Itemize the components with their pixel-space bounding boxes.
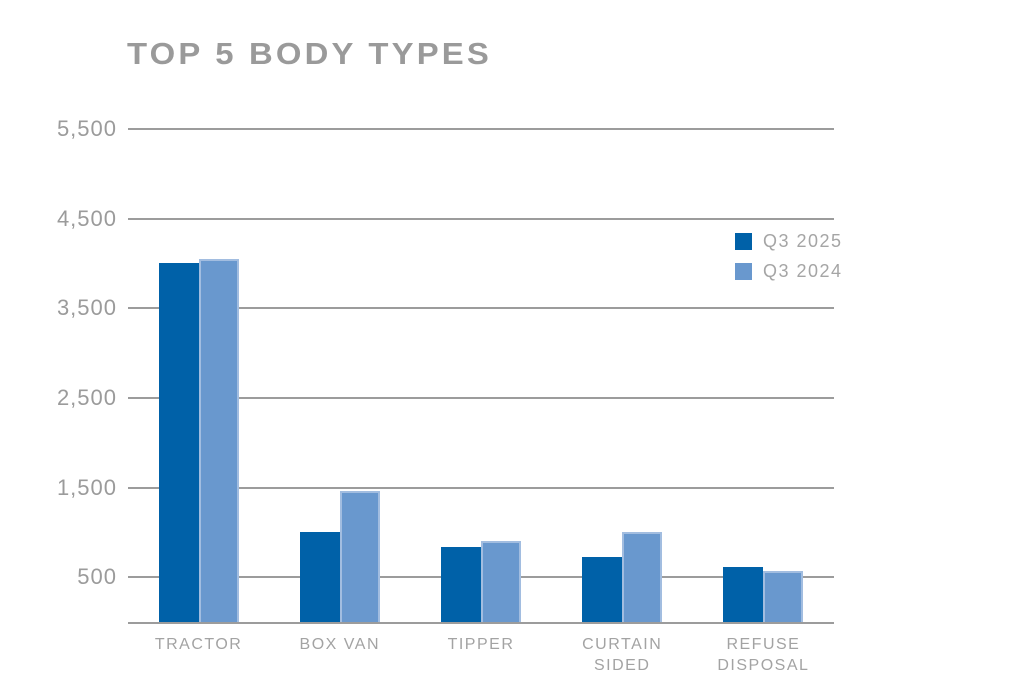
bar-q3-2025-box-van xyxy=(299,532,340,622)
bar-q3-2024-tipper xyxy=(481,541,521,622)
legend-row: Q3 2024 xyxy=(735,260,843,281)
y-tick-label: 3,500 xyxy=(56,295,117,321)
legend-swatch-icon xyxy=(735,232,752,250)
bar-q3-2025-tipper xyxy=(441,546,481,622)
plot-area xyxy=(128,128,834,624)
gridline xyxy=(128,128,834,130)
x-category-label: CURTAIN SIDED xyxy=(552,634,693,676)
x-category-label-line: BOX VAN xyxy=(299,636,380,653)
bar-q3-2024-refuse-disposal xyxy=(763,570,804,622)
gridline xyxy=(128,217,834,220)
y-tick-label: 500 xyxy=(77,564,117,590)
legend-row: Q3 2025 xyxy=(735,230,843,251)
x-axis-category-labels: TRACTOR BOX VAN TIPPER CURTAIN SIDED REFUSE DI… xyxy=(128,634,834,682)
x-category-label: REFUSE DISPOSAL xyxy=(693,634,834,676)
chart-title: TOP 5 BODY TYPES xyxy=(127,36,493,71)
y-tick-label: 2,500 xyxy=(56,384,117,410)
bar-q3-2024-curtain-sided xyxy=(622,532,663,622)
y-axis-tick-labels: 500 1,500 2,500 3,500 4,500 5,500 xyxy=(0,0,117,684)
legend-swatch-icon xyxy=(735,262,752,280)
gridline xyxy=(128,396,834,399)
x-category-label-line: REFUSE xyxy=(726,636,801,653)
bar-q3-2025-curtain-sided xyxy=(582,557,623,622)
x-category-label: TRACTOR xyxy=(128,634,269,655)
bar-q3-2024-tractor xyxy=(198,258,239,622)
bar-q3-2024-box-van xyxy=(339,491,380,622)
x-category-label-line: SIDED xyxy=(593,657,651,674)
legend-label: Q3 2024 xyxy=(763,260,843,281)
legend: Q3 2025 Q3 2024 xyxy=(735,230,843,292)
x-category-label: BOX VAN xyxy=(269,634,410,655)
x-category-label: TIPPER xyxy=(410,634,551,655)
bar-q3-2025-refuse-disposal xyxy=(723,566,764,622)
legend-label: Q3 2025 xyxy=(763,230,843,251)
gridline xyxy=(128,307,834,310)
bar-q3-2025-tractor xyxy=(158,263,199,622)
gridline xyxy=(128,486,834,489)
x-category-label-line: CURTAIN xyxy=(582,636,663,653)
y-tick-label: 4,500 xyxy=(56,205,117,231)
y-tick-label: 1,500 xyxy=(56,474,117,500)
x-category-label-line: DISPOSAL xyxy=(717,657,810,674)
x-category-label-line: TIPPER xyxy=(447,636,515,653)
x-category-label-line: TRACTOR xyxy=(154,636,243,653)
y-tick-label: 5,500 xyxy=(56,116,117,141)
